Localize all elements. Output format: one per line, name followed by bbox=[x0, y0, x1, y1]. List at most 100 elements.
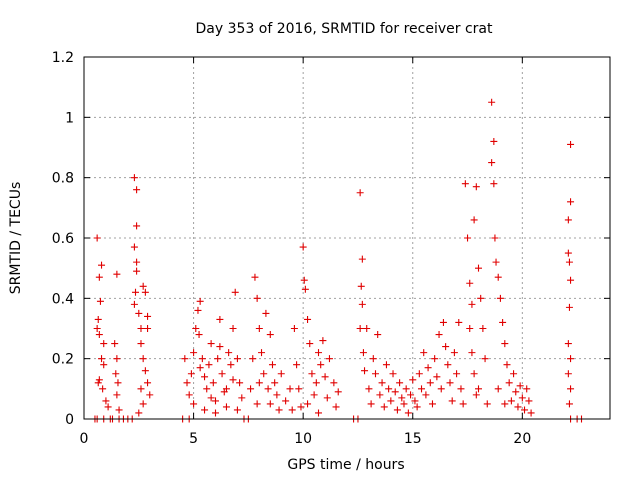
x-tick-label: 10 bbox=[294, 431, 312, 447]
data-point bbox=[187, 370, 195, 378]
data-point bbox=[453, 370, 461, 378]
data-point bbox=[400, 400, 408, 408]
data-point bbox=[310, 391, 318, 399]
data-point bbox=[112, 370, 120, 378]
data-point bbox=[358, 300, 366, 308]
data-point bbox=[216, 315, 224, 323]
data-point bbox=[491, 234, 499, 242]
x-tick-label: 15 bbox=[404, 431, 422, 447]
data-point bbox=[479, 325, 487, 332]
data-point bbox=[100, 340, 108, 348]
data-point bbox=[450, 349, 458, 357]
data-point bbox=[133, 186, 141, 194]
data-point bbox=[527, 409, 535, 417]
data-point bbox=[380, 403, 388, 411]
data-point bbox=[378, 379, 386, 387]
data-point bbox=[488, 159, 496, 167]
data-point bbox=[389, 370, 397, 378]
data-point bbox=[229, 325, 237, 332]
data-point bbox=[222, 403, 230, 411]
data-point bbox=[565, 258, 573, 266]
data-point bbox=[521, 406, 529, 414]
data-point bbox=[137, 325, 145, 332]
data-point bbox=[304, 315, 312, 323]
data-point bbox=[494, 385, 502, 393]
data-point bbox=[359, 349, 367, 357]
data-point bbox=[201, 373, 209, 381]
data-point bbox=[192, 325, 200, 332]
data-point bbox=[306, 340, 314, 348]
data-point bbox=[564, 216, 572, 224]
data-point bbox=[431, 355, 439, 363]
data-point bbox=[222, 385, 230, 393]
data-point bbox=[475, 264, 482, 272]
data-point bbox=[139, 282, 147, 290]
data-point bbox=[444, 361, 452, 369]
data-point bbox=[448, 397, 456, 405]
data-point bbox=[472, 391, 480, 399]
data-point bbox=[464, 234, 472, 242]
data-point bbox=[312, 379, 320, 387]
data-point bbox=[113, 355, 121, 363]
data-point bbox=[382, 361, 390, 369]
data-point bbox=[523, 385, 531, 393]
data-point bbox=[304, 400, 312, 408]
data-point bbox=[409, 376, 417, 384]
data-point bbox=[308, 370, 316, 378]
data-point bbox=[300, 276, 308, 284]
data-point bbox=[135, 409, 143, 417]
data-point bbox=[277, 370, 285, 378]
data-point bbox=[385, 385, 393, 393]
data-point bbox=[391, 388, 399, 396]
axis-ticks bbox=[83, 56, 610, 420]
x-tick-labels: 0 5 10 15 20 bbox=[80, 431, 532, 447]
data-point bbox=[356, 189, 364, 197]
data-point bbox=[402, 385, 410, 393]
data-point bbox=[260, 370, 268, 378]
y-tick-label: 0.8 bbox=[52, 171, 74, 187]
data-point bbox=[144, 312, 152, 320]
data-point bbox=[98, 355, 106, 363]
data-point bbox=[422, 391, 430, 399]
data-point bbox=[253, 294, 261, 302]
data-point bbox=[137, 385, 145, 393]
data-point bbox=[233, 355, 241, 363]
data-point bbox=[332, 403, 340, 411]
data-point bbox=[398, 394, 406, 402]
data-point bbox=[494, 273, 502, 281]
data-point bbox=[358, 255, 366, 263]
data-point bbox=[475, 385, 482, 393]
data-point bbox=[113, 391, 121, 399]
data-point bbox=[94, 379, 102, 387]
data-point bbox=[133, 267, 141, 275]
data-point bbox=[481, 355, 489, 363]
y-axis-label: SRMTID / TECUs bbox=[8, 182, 24, 295]
data-point bbox=[387, 397, 395, 405]
data-point bbox=[258, 349, 266, 357]
data-point bbox=[415, 370, 423, 378]
data-point bbox=[428, 400, 436, 408]
data-point bbox=[135, 309, 143, 317]
data-point bbox=[488, 98, 496, 106]
data-point bbox=[288, 406, 296, 414]
data-point bbox=[468, 300, 476, 308]
data-point bbox=[371, 370, 379, 378]
data-point bbox=[477, 294, 485, 302]
data-point bbox=[496, 294, 504, 302]
data-point bbox=[144, 325, 152, 332]
data-point bbox=[426, 379, 434, 387]
data-point bbox=[144, 379, 152, 387]
y-tick-label: 1 bbox=[65, 110, 74, 126]
y-tick-label: 0.6 bbox=[52, 231, 74, 247]
data-point bbox=[459, 400, 467, 408]
data-point bbox=[141, 367, 149, 375]
data-point bbox=[490, 137, 498, 145]
y-tick-label: 0.4 bbox=[52, 291, 74, 307]
data-point bbox=[181, 355, 189, 363]
data-point bbox=[334, 388, 342, 396]
data-point bbox=[100, 361, 108, 369]
data-point bbox=[203, 385, 211, 393]
data-point bbox=[198, 355, 206, 363]
data-point bbox=[195, 331, 203, 339]
